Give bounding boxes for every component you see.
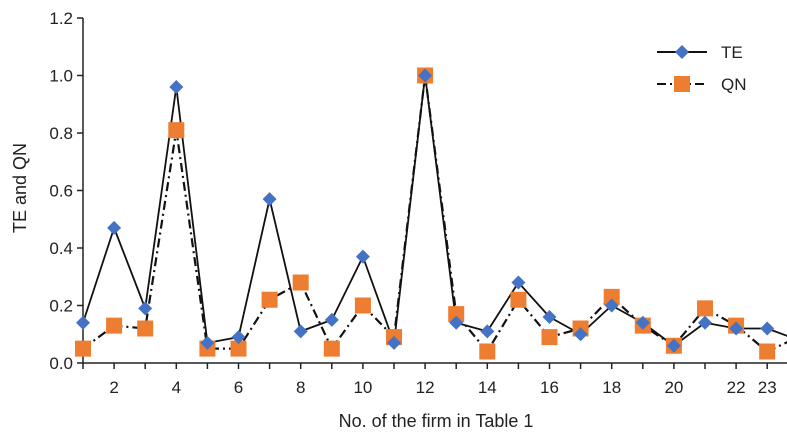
x-tick-label: 14 xyxy=(478,378,497,397)
data-point-te xyxy=(107,220,122,235)
legend-marker-te xyxy=(675,45,689,59)
data-point-te xyxy=(231,330,246,345)
x-tick-label: 12 xyxy=(416,378,435,397)
data-point-te xyxy=(169,80,184,94)
series-line-te xyxy=(82,74,787,347)
x-tick-label: 20 xyxy=(664,378,683,397)
data-point-qn xyxy=(510,291,527,308)
data-point-qn xyxy=(541,329,558,346)
data-point-qn xyxy=(75,340,91,357)
data-point-te xyxy=(573,327,588,342)
y-tick-label: 0.6 xyxy=(49,182,73,201)
data-point-qn xyxy=(448,306,465,323)
data-point-te xyxy=(418,68,433,83)
data-point-te xyxy=(635,315,650,330)
data-point-qn xyxy=(261,291,278,308)
data-point-te xyxy=(449,315,464,330)
data-point-te xyxy=(324,312,339,327)
data-point-qn xyxy=(292,274,309,291)
data-point-te xyxy=(729,321,744,336)
y-tick-label: 0.2 xyxy=(49,297,73,316)
legend-marker-qn xyxy=(674,76,690,92)
series-line-qn xyxy=(82,74,787,353)
data-point-te xyxy=(666,338,681,353)
data-point-te xyxy=(480,324,495,339)
data-point-te xyxy=(138,301,153,316)
data-point-qn xyxy=(354,297,371,314)
x-tick-label: 2 xyxy=(109,378,118,397)
series-layer xyxy=(75,67,787,360)
y-tick-label: 1.0 xyxy=(49,67,73,86)
data-point-te xyxy=(698,315,712,330)
legend-label-qn: QN xyxy=(721,75,747,94)
y-tick-label: 0.0 xyxy=(49,354,73,373)
data-point-te xyxy=(76,315,90,330)
data-point-qn xyxy=(759,343,776,360)
x-tick-label: 6 xyxy=(234,378,243,397)
x-tick-label: 23 xyxy=(758,378,777,397)
data-point-qn xyxy=(697,300,713,317)
data-point-qn xyxy=(323,340,340,357)
data-point-te xyxy=(262,192,277,207)
data-point-te xyxy=(542,310,557,324)
y-tick-label: 0.8 xyxy=(49,124,73,143)
data-point-te xyxy=(760,321,775,336)
y-axis: 0.0 0.2 0.4 0.6 0.8 1.0 1.2 xyxy=(49,9,84,373)
data-point-te xyxy=(293,324,308,339)
data-point-qn xyxy=(603,288,620,305)
x-axis-title: No. of the firm in Table 1 xyxy=(339,411,534,431)
y-axis-title: TE and QN xyxy=(10,143,30,233)
data-point-qn xyxy=(479,343,496,360)
data-point-te xyxy=(511,275,526,290)
x-tick-label: 8 xyxy=(296,378,305,397)
data-point-qn xyxy=(137,320,154,337)
data-point-te xyxy=(200,335,215,350)
data-point-qn xyxy=(106,317,123,334)
x-tick-label: 4 xyxy=(172,378,181,397)
x-axis: 2 4 6 8 10 12 14 16 18 20 22 23 xyxy=(82,362,787,397)
x-tick-label: 16 xyxy=(540,378,559,397)
x-tick-label: 18 xyxy=(602,378,621,397)
y-tick-label: 1.2 xyxy=(49,9,73,28)
data-point-te xyxy=(604,298,619,313)
data-point-qn xyxy=(168,122,185,139)
data-point-te xyxy=(387,335,401,350)
legend: TE QN xyxy=(657,43,747,94)
data-point-te xyxy=(355,249,370,264)
x-tick-label: 10 xyxy=(353,378,372,397)
x-tick-label: 22 xyxy=(727,378,746,397)
legend-label-te: TE xyxy=(721,43,743,62)
y-tick-label: 0.4 xyxy=(49,239,73,258)
data-point-qn xyxy=(230,340,247,357)
